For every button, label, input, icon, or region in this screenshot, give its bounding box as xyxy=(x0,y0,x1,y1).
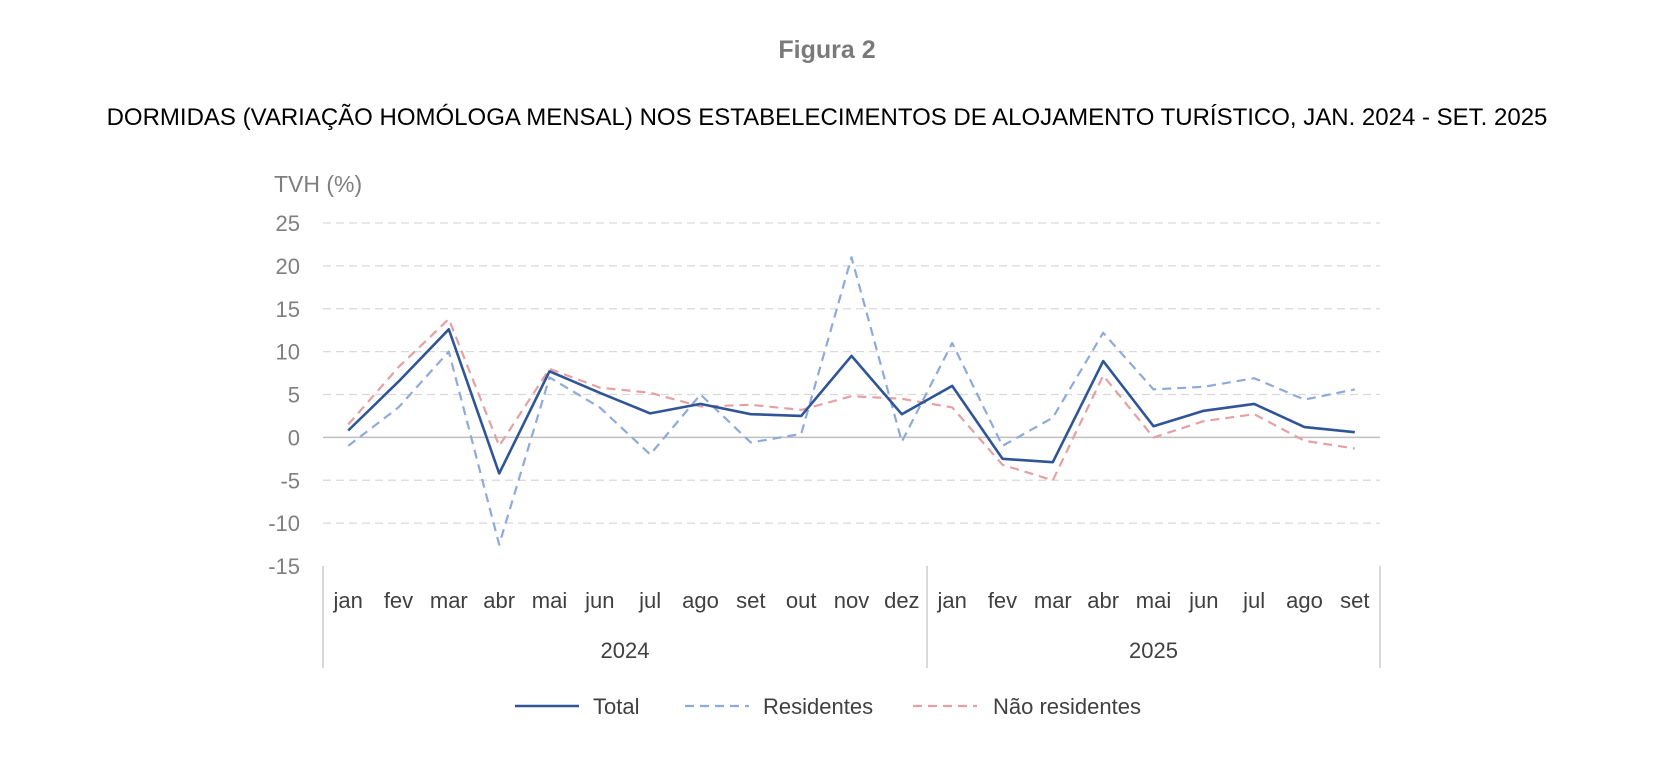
x-tick-label: nov xyxy=(834,588,869,613)
figure-label: Figura 2 xyxy=(778,36,876,64)
x-tick-label: jun xyxy=(1188,588,1218,613)
x-tick-label: abr xyxy=(483,588,515,613)
legend-label: Total xyxy=(593,694,639,719)
y-tick-label: 0 xyxy=(288,425,300,450)
y-tick-label: -15 xyxy=(268,554,300,579)
y-tick-label: 20 xyxy=(276,254,300,279)
x-tick-label: out xyxy=(786,588,817,613)
y-axis-title: TVH (%) xyxy=(274,171,362,197)
x-tick-label: mar xyxy=(430,588,468,613)
legend: Total Residentes Não residentes xyxy=(515,694,1141,719)
x-tick-label: abr xyxy=(1087,588,1119,613)
x-axis xyxy=(322,566,1381,668)
x-tick-label: jan xyxy=(936,588,966,613)
x-tick-label: set xyxy=(1340,588,1369,613)
chart-title: DORMIDAS (VARIAÇÃO HOMÓLOGA MENSAL) NOS … xyxy=(106,104,1548,131)
gridlines xyxy=(323,222,1380,524)
x-tick-label: jun xyxy=(584,588,614,613)
x-tick-label: mar xyxy=(1034,588,1072,613)
x-tick-label: dez xyxy=(884,588,919,613)
legend-label: Residentes xyxy=(763,694,873,719)
y-tick-label: -5 xyxy=(280,468,300,493)
series-line-residentes xyxy=(347,256,1356,546)
series-lines xyxy=(347,256,1356,546)
x-tick-label: jul xyxy=(1242,588,1265,613)
legend-label: Não residentes xyxy=(993,694,1141,719)
x-tick-label: mai xyxy=(1136,588,1171,613)
group-label: 2024 xyxy=(601,638,650,663)
x-tick-label: jan xyxy=(332,588,362,613)
x-tick-label: jul xyxy=(638,588,661,613)
x-tick-label: set xyxy=(736,588,765,613)
y-tick-label: 5 xyxy=(288,383,300,408)
x-tick-label: fev xyxy=(384,588,413,613)
series-line-n-o-residentes xyxy=(347,317,1355,482)
series-line-total xyxy=(347,327,1355,475)
x-tick-label: ago xyxy=(1286,588,1323,613)
x-tick-label: fev xyxy=(988,588,1017,613)
x-tick-label: mai xyxy=(532,588,567,613)
y-tick-label: 15 xyxy=(276,297,300,322)
y-tick-label: 25 xyxy=(276,211,300,236)
y-tick-label: 10 xyxy=(276,340,300,365)
y-axis-ticks: 25 20 15 10 5 0 -5 -10 -15 xyxy=(268,211,300,579)
x-tick-label: ago xyxy=(682,588,719,613)
y-tick-label: -10 xyxy=(268,511,300,536)
group-label: 2025 xyxy=(1129,638,1178,663)
